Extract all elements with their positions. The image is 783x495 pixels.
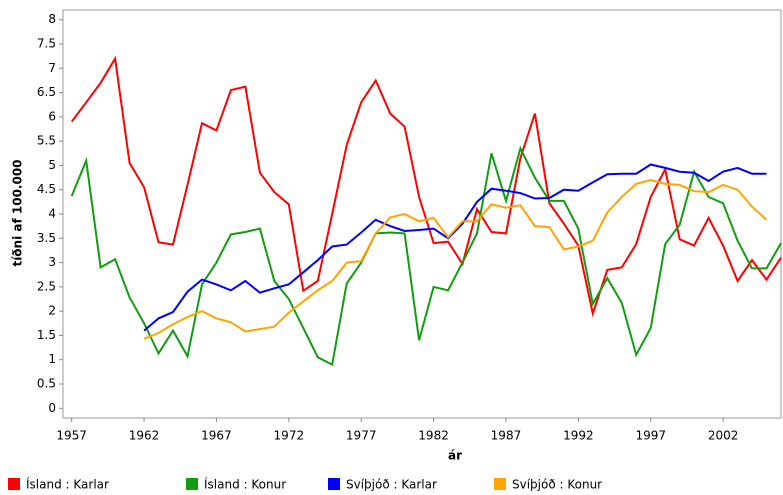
y-tick-label: 3.5 xyxy=(37,231,56,245)
x-tick-label: 2002 xyxy=(708,429,739,443)
y-tick-label: 4.5 xyxy=(37,182,56,196)
y-tick-label: 5.5 xyxy=(37,134,56,148)
y-tick-label: 0.5 xyxy=(37,377,56,391)
legend-swatch xyxy=(494,478,506,490)
y-tick-label: 1.5 xyxy=(37,328,56,342)
y-tick-label: 4 xyxy=(48,207,56,221)
x-axis-title: ár xyxy=(448,449,462,463)
x-tick-label: 1957 xyxy=(56,429,87,443)
y-tick-label: 2.5 xyxy=(37,279,56,293)
y-tick-label: 2 xyxy=(48,304,56,318)
x-tick-label: 1977 xyxy=(346,429,377,443)
x-tick-label: 1967 xyxy=(201,429,232,443)
y-tick-label: 5 xyxy=(48,158,56,172)
plot-area xyxy=(62,9,782,419)
legend-swatch xyxy=(8,478,20,490)
x-tick-label: 1992 xyxy=(563,429,594,443)
y-tick-label: 7 xyxy=(48,61,56,75)
legend-label: Ísland : Konur xyxy=(204,477,286,492)
y-tick-label: 0 xyxy=(48,401,56,415)
legend-swatch xyxy=(186,478,198,490)
line-series xyxy=(70,145,782,367)
legend-label: Ísland : Karlar xyxy=(26,477,109,492)
y-tick-label: 8 xyxy=(48,12,56,26)
x-tick-label: 1997 xyxy=(635,429,666,443)
legend-swatch xyxy=(328,478,340,490)
y-tick-label: 6.5 xyxy=(37,85,56,99)
y-tick-label: 3 xyxy=(48,255,56,269)
legend-label: Svíþjóð : Konur xyxy=(512,478,602,492)
x-tick-label: 1962 xyxy=(129,429,160,443)
line-series xyxy=(143,163,767,332)
legend-label: Svíþjóð : Karlar xyxy=(346,478,437,492)
x-tick-label: 1972 xyxy=(274,429,305,443)
x-tick-label: 1982 xyxy=(418,429,449,443)
y-tick-label: 7.5 xyxy=(37,37,56,51)
x-tick-label: 1987 xyxy=(491,429,522,443)
line-series xyxy=(143,178,768,340)
y-axis-title: tíðni af 100.000 xyxy=(11,159,25,266)
y-tick-label: 6 xyxy=(48,109,56,123)
y-tick-label: 1 xyxy=(48,352,56,366)
